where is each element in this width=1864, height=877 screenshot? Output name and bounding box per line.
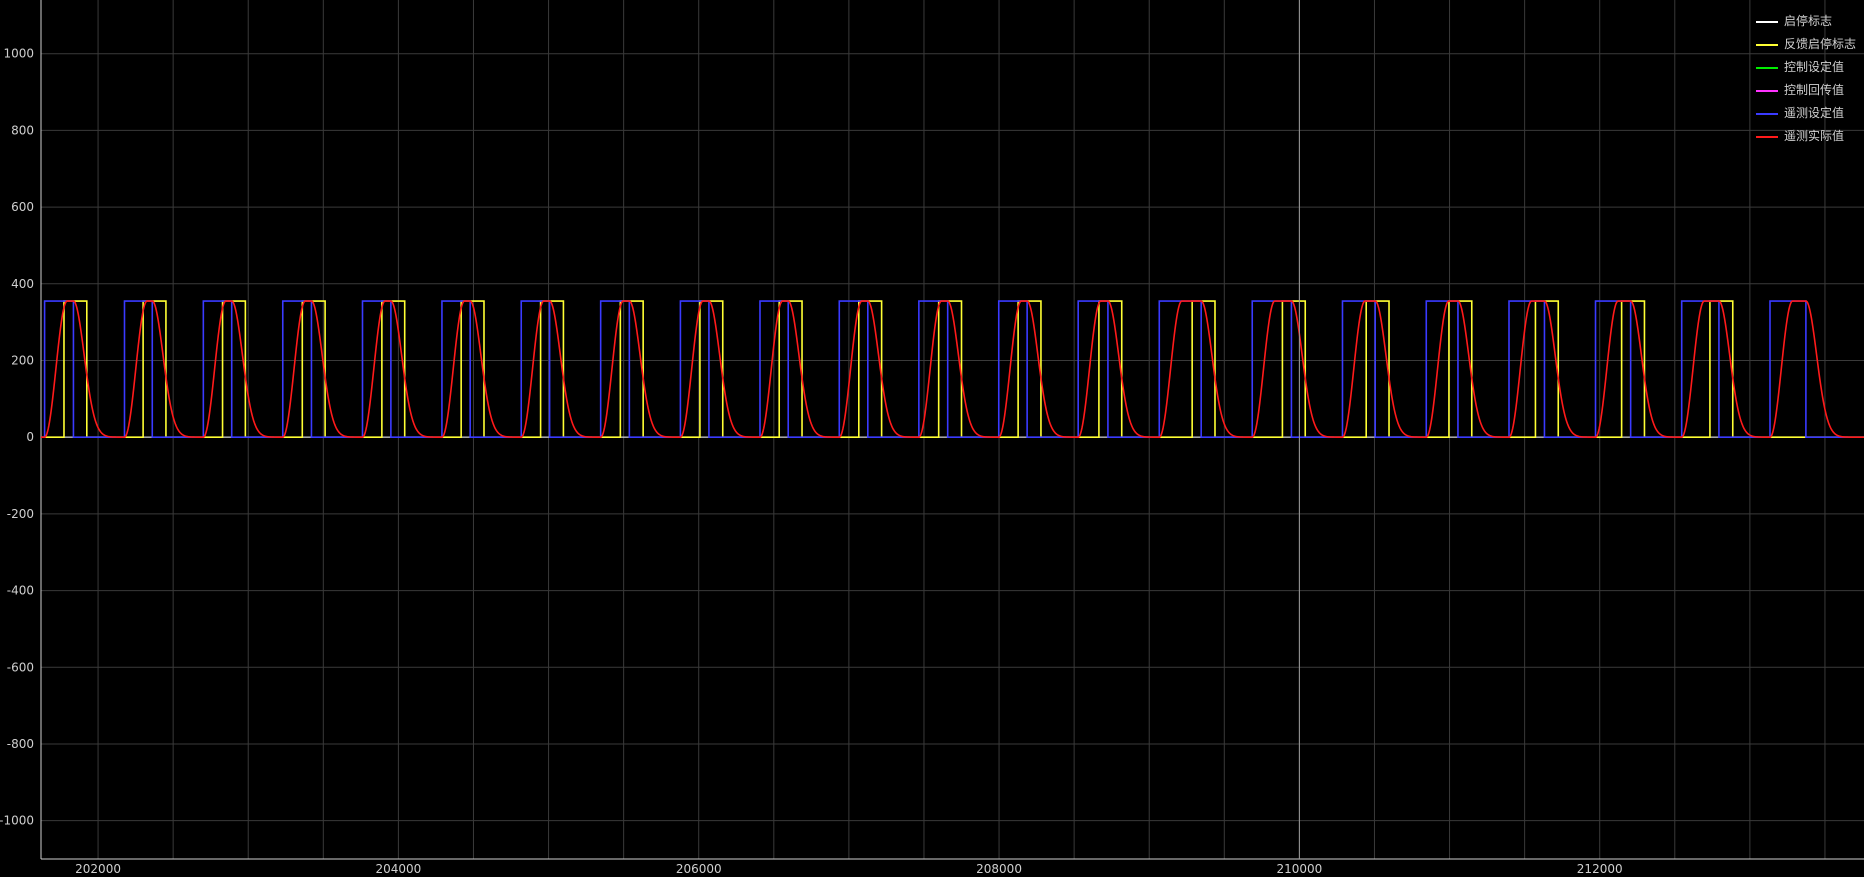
legend-label: 控制设定值 [1783, 60, 1844, 74]
legend-swatch [1755, 89, 1778, 92]
y-tick-label: 600 [11, 200, 34, 214]
legend-label: 遥测实际值 [1783, 129, 1844, 143]
x-tick-label: 210000 [1276, 862, 1322, 876]
x-tick-label: 212000 [1577, 862, 1623, 876]
y-tick-label: -600 [7, 660, 34, 674]
x-tick-label: 208000 [976, 862, 1022, 876]
x-tick-label: 202000 [75, 862, 121, 876]
legend-item[interactable]: 控制回传值 [1755, 79, 1856, 102]
tick-labels: 1000 800 600 400 200 0 -200 -400 -600 -800 -1000 20… [0, 47, 1623, 876]
axes [40, 0, 1864, 860]
legend-label: 控制回传值 [1783, 83, 1844, 97]
legend-swatch [1755, 20, 1778, 23]
series-line-telemetry-actual [41, 300, 1864, 438]
legend-item[interactable]: 遥测设定值 [1755, 102, 1856, 125]
y-tick-label: -1000 [0, 814, 34, 828]
y-tick-label: 0 [26, 430, 34, 444]
legend-item[interactable]: 启停标志 [1755, 10, 1856, 33]
y-tick-label: -200 [7, 507, 34, 521]
x-tick-label: 206000 [676, 862, 722, 876]
series-lines [41, 300, 1864, 438]
y-tick-label: -400 [7, 584, 34, 598]
y-tick-label: -800 [7, 737, 34, 751]
legend-label: 启停标志 [1783, 14, 1832, 28]
x-tick-label: 204000 [375, 862, 421, 876]
legend-swatch [1755, 135, 1778, 138]
legend-label: 遥测设定值 [1783, 106, 1844, 120]
legend-item[interactable]: 控制设定值 [1755, 56, 1856, 79]
legend-item[interactable]: 遥测实际值 [1755, 125, 1856, 148]
legend-swatch [1755, 112, 1778, 115]
y-tick-label: 400 [11, 277, 34, 291]
y-tick-label: 200 [11, 353, 34, 367]
y-tick-label: 800 [11, 123, 34, 137]
legend-label: 反馈启停标志 [1783, 37, 1856, 51]
legend: 启停标志反馈启停标志 控制设定值控制回传值遥测设定值遥测实际值 [1755, 10, 1856, 148]
legend-swatch [1755, 43, 1778, 46]
y-tick-label: 1000 [3, 47, 34, 61]
legend-swatch [1755, 66, 1778, 69]
legend-item[interactable]: 反馈启停标志 [1755, 33, 1856, 56]
